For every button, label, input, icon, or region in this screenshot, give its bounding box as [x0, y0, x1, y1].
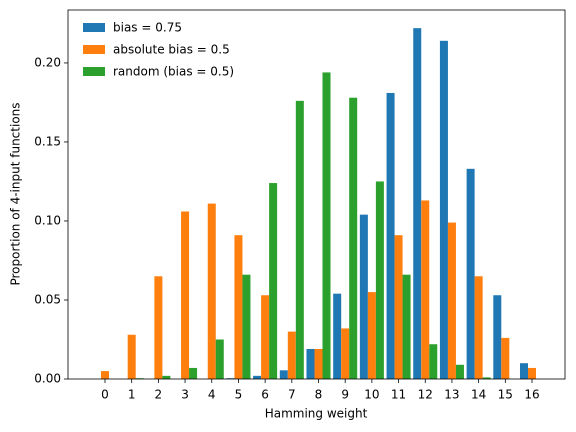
- x-tick-label: 14: [471, 388, 486, 402]
- x-tick-label: 2: [155, 388, 163, 402]
- x-tick-label: 9: [341, 388, 349, 402]
- bar: [207, 203, 216, 379]
- legend-label: bias = 0.75: [113, 21, 182, 35]
- x-tick-label: 7: [288, 388, 296, 402]
- y-tick-label: 0.05: [34, 292, 61, 306]
- bar: [295, 100, 304, 379]
- bar: [439, 40, 448, 379]
- legend-swatch: [83, 23, 105, 32]
- bar: [154, 276, 163, 379]
- y-axis-label: Proportion of 4-input functions: [9, 102, 23, 285]
- legend-swatch: [83, 45, 105, 54]
- bar: [474, 276, 483, 379]
- x-tick-label: 12: [418, 388, 433, 402]
- x-tick-label: 15: [498, 388, 513, 402]
- bar: [279, 370, 288, 379]
- bar: [261, 295, 270, 379]
- bar: [367, 292, 376, 379]
- bar: [519, 363, 528, 379]
- x-tick-label: 4: [208, 388, 216, 402]
- bar: [482, 377, 491, 379]
- bar: [341, 328, 350, 379]
- bar: [402, 274, 411, 379]
- bar: [100, 371, 110, 379]
- x-tick-label: 8: [315, 388, 323, 402]
- x-tick-label: 3: [181, 388, 189, 402]
- bar: [413, 28, 422, 379]
- bar: [127, 334, 136, 379]
- legend-label: random (bias = 0.5): [113, 65, 234, 79]
- y-tick-label: 0.15: [34, 134, 61, 148]
- bar: [333, 293, 342, 379]
- bar: [189, 367, 198, 379]
- bar: [306, 348, 315, 379]
- bar: [375, 181, 384, 379]
- x-tick-label: 13: [444, 388, 459, 402]
- bar: [359, 214, 368, 379]
- legend-swatch: [83, 67, 105, 76]
- plot-frame: [67, 9, 566, 380]
- bar: [314, 348, 323, 379]
- x-tick-label: 10: [364, 388, 379, 402]
- legend-label: absolute bias = 0.5: [113, 43, 230, 57]
- bar: [269, 183, 278, 379]
- bar: [215, 339, 224, 379]
- bar: [386, 92, 395, 380]
- bar: [242, 274, 251, 379]
- bar: [234, 235, 243, 379]
- bar: [181, 211, 190, 379]
- bar: [162, 375, 171, 379]
- x-axis-label: Hamming weight: [265, 407, 368, 421]
- bar: [501, 337, 510, 379]
- bar: [466, 168, 475, 379]
- bar: [429, 344, 438, 379]
- y-tick-label: 0.00: [34, 372, 61, 386]
- x-tick-label: 16: [524, 388, 539, 402]
- bar: [421, 200, 430, 379]
- bar: [253, 375, 262, 379]
- bar: [287, 331, 296, 379]
- x-tick-label: 6: [261, 388, 269, 402]
- bar: [447, 222, 456, 379]
- x-tick-label: 11: [391, 388, 406, 402]
- x-tick-label: 1: [128, 388, 136, 402]
- bar: [455, 364, 464, 379]
- bar: [322, 72, 331, 379]
- bar: [349, 97, 358, 379]
- bar: [527, 367, 537, 379]
- bar: [394, 235, 403, 379]
- y-tick-label: 0.20: [34, 55, 61, 69]
- x-tick-label: 0: [101, 388, 109, 402]
- y-tick-label: 0.10: [34, 213, 61, 227]
- x-tick-label: 5: [235, 388, 243, 402]
- bar: [493, 295, 502, 379]
